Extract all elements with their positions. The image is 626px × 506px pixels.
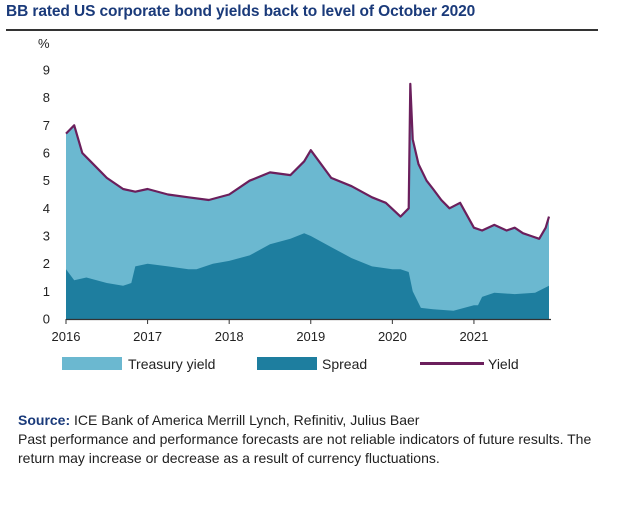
disclaimer-text: Past performance and performance forecas… xyxy=(18,431,592,466)
chart-title: BB rated US corporate bond yields back t… xyxy=(6,3,476,20)
x-tick-label: 2021 xyxy=(459,329,488,344)
y-tick-label: 0 xyxy=(43,312,50,327)
y-axis-unit: % xyxy=(38,36,50,51)
y-tick-label: 2 xyxy=(43,256,50,271)
source-text: ICE Bank of America Merrill Lynch, Refin… xyxy=(70,412,420,428)
series-treasury-yield-area xyxy=(66,83,549,319)
y-tick-label: 9 xyxy=(43,63,50,78)
x-tick-label: 2019 xyxy=(296,329,325,344)
y-tick-label: 6 xyxy=(43,146,50,161)
chart-area: 0 1 2 3 4 5 6 7 8 9 2016 2017 2018 2019 2020 2021 % Tr… xyxy=(38,36,551,372)
y-axis-ticks: 0 1 2 3 4 5 6 7 8 9 xyxy=(43,63,50,327)
x-tick-label: 2017 xyxy=(133,329,162,344)
y-tick-label: 5 xyxy=(43,173,50,188)
y-tick-label: 8 xyxy=(43,90,50,105)
legend-swatch-spread xyxy=(257,357,317,370)
legend-label-spread: Spread xyxy=(322,356,367,372)
series-yield-line xyxy=(65,82,551,240)
source-label: Source: xyxy=(18,412,71,428)
y-tick-label: 3 xyxy=(43,229,50,244)
y-tick-label: 1 xyxy=(43,284,50,299)
source-note: Source: ICE Bank of America Merrill Lync… xyxy=(18,411,618,468)
series-spread-area xyxy=(66,233,549,319)
x-tick-label: 2018 xyxy=(215,329,244,344)
legend-label-yield: Yield xyxy=(488,356,519,372)
x-tick-label: 2020 xyxy=(378,329,407,344)
x-axis-ticks: 2016 2017 2018 2019 2020 2021 xyxy=(52,319,488,344)
legend-label-treasury: Treasury yield xyxy=(128,356,215,372)
legend: Treasury yield Spread Yield xyxy=(62,356,519,372)
title-divider xyxy=(6,29,598,31)
legend-swatch-treasury xyxy=(62,357,122,370)
y-tick-label: 7 xyxy=(43,118,50,133)
y-tick-label: 4 xyxy=(43,201,50,216)
x-tick-label: 2016 xyxy=(52,329,81,344)
plot-area xyxy=(65,82,551,319)
